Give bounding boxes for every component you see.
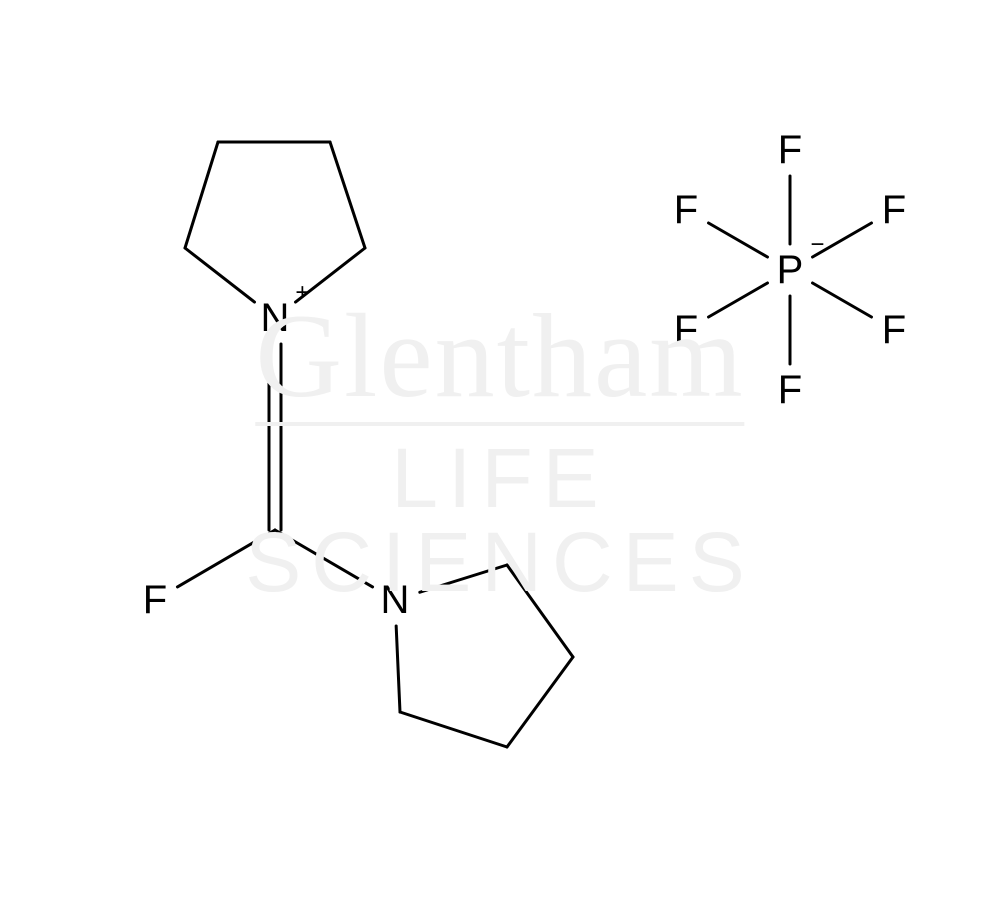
svg-text:F: F bbox=[674, 188, 698, 232]
atom-label-N1: N+ bbox=[257, 279, 310, 342]
svg-text:F: F bbox=[882, 308, 906, 352]
svg-text:F: F bbox=[143, 578, 167, 622]
bond bbox=[709, 223, 768, 257]
bond bbox=[177, 530, 275, 587]
bond bbox=[330, 142, 365, 248]
atom-label-Fp3: F bbox=[876, 306, 913, 354]
atom-label-F_left: F bbox=[137, 576, 174, 624]
atom-label-Fp2: F bbox=[876, 186, 913, 234]
svg-text:N: N bbox=[261, 296, 290, 340]
charge-P: − bbox=[810, 231, 824, 258]
chemical-structure-svg: N+FNP−FFFFFF bbox=[0, 0, 1000, 900]
svg-text:P: P bbox=[777, 248, 804, 292]
svg-text:F: F bbox=[778, 128, 802, 172]
svg-text:F: F bbox=[674, 308, 698, 352]
bond bbox=[396, 626, 400, 712]
atom-label-Fp5: F bbox=[668, 306, 705, 354]
bond bbox=[420, 565, 507, 592]
bond bbox=[813, 283, 872, 317]
atom-label-N2: N bbox=[377, 576, 414, 624]
bond bbox=[507, 565, 573, 657]
svg-text:F: F bbox=[778, 368, 802, 412]
atom-label-Fp6: F bbox=[668, 186, 705, 234]
svg-text:N: N bbox=[381, 578, 410, 622]
bond bbox=[275, 530, 373, 587]
bond bbox=[400, 712, 507, 747]
bond bbox=[507, 657, 573, 747]
charge-N1: + bbox=[295, 279, 309, 306]
atom-label-Fp4: F bbox=[772, 366, 809, 414]
bond bbox=[185, 142, 218, 248]
atom-label-Fp1: F bbox=[772, 126, 809, 174]
bond bbox=[185, 248, 254, 302]
svg-text:F: F bbox=[882, 188, 906, 232]
bond bbox=[709, 283, 768, 317]
